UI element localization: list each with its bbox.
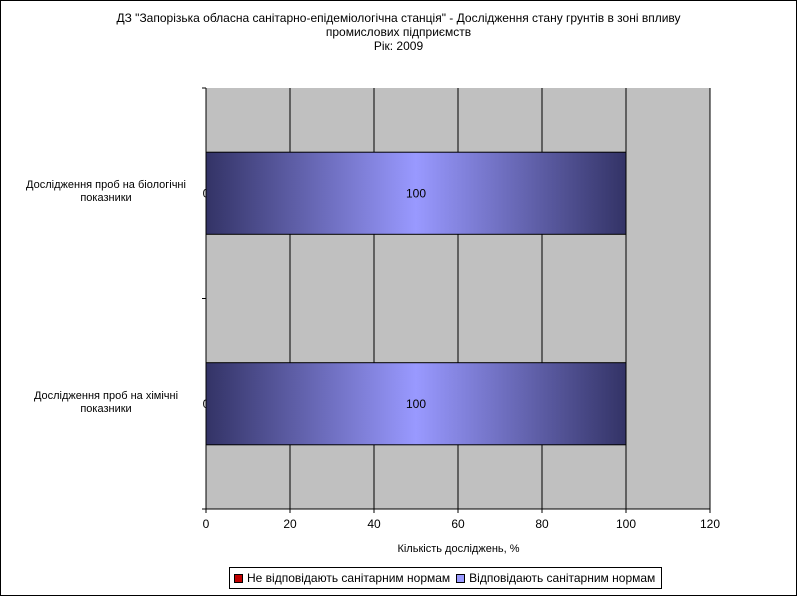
bar-compliant: [205, 362, 627, 446]
x-tick-label: 100: [616, 517, 636, 531]
legend: Не відповідають санітарним нормам Відпов…: [229, 567, 663, 589]
legend-item-compliant: Відповідають санітарним нормам: [456, 570, 655, 586]
chart-title-line-2: промислових підприємств: [325, 25, 472, 39]
bar-compliant: [205, 151, 627, 235]
chart-title: ДЗ "Запорізька обласна санітарно-епідемі…: [1, 11, 796, 53]
category-label-chemical: Дослідження проб на хімічні показники: [33, 390, 179, 415]
x-tick-label: 120: [700, 517, 720, 531]
x-tick-label: 80: [535, 517, 549, 531]
legend-swatch-compliant: [456, 573, 466, 583]
chart-title-line-3: Рік: 2009: [373, 39, 424, 53]
data-label-compliant: 100: [406, 186, 426, 200]
x-tick-label: 20: [283, 517, 297, 531]
legend-label-compliant: Відповідають санітарним нормам: [469, 571, 656, 585]
legend-item-not-compliant: Не відповідають санітарним нормам: [234, 570, 450, 586]
x-tick-label: 40: [367, 517, 381, 531]
x-tick-label: 0: [203, 517, 210, 531]
legend-swatch-not-compliant: [234, 573, 243, 583]
data-label-compliant: 100: [406, 397, 426, 411]
legend-label-not-compliant: Не відповідають санітарним нормам: [247, 571, 451, 585]
chart-title-line-1: ДЗ "Запорізька обласна санітарно-епідемі…: [116, 11, 681, 25]
x-axis-title: Кількість досліджень, %: [397, 543, 520, 555]
x-tick-label: 60: [451, 517, 465, 531]
category-label-biological: Дослідження проб на біологічні показники: [26, 179, 186, 204]
